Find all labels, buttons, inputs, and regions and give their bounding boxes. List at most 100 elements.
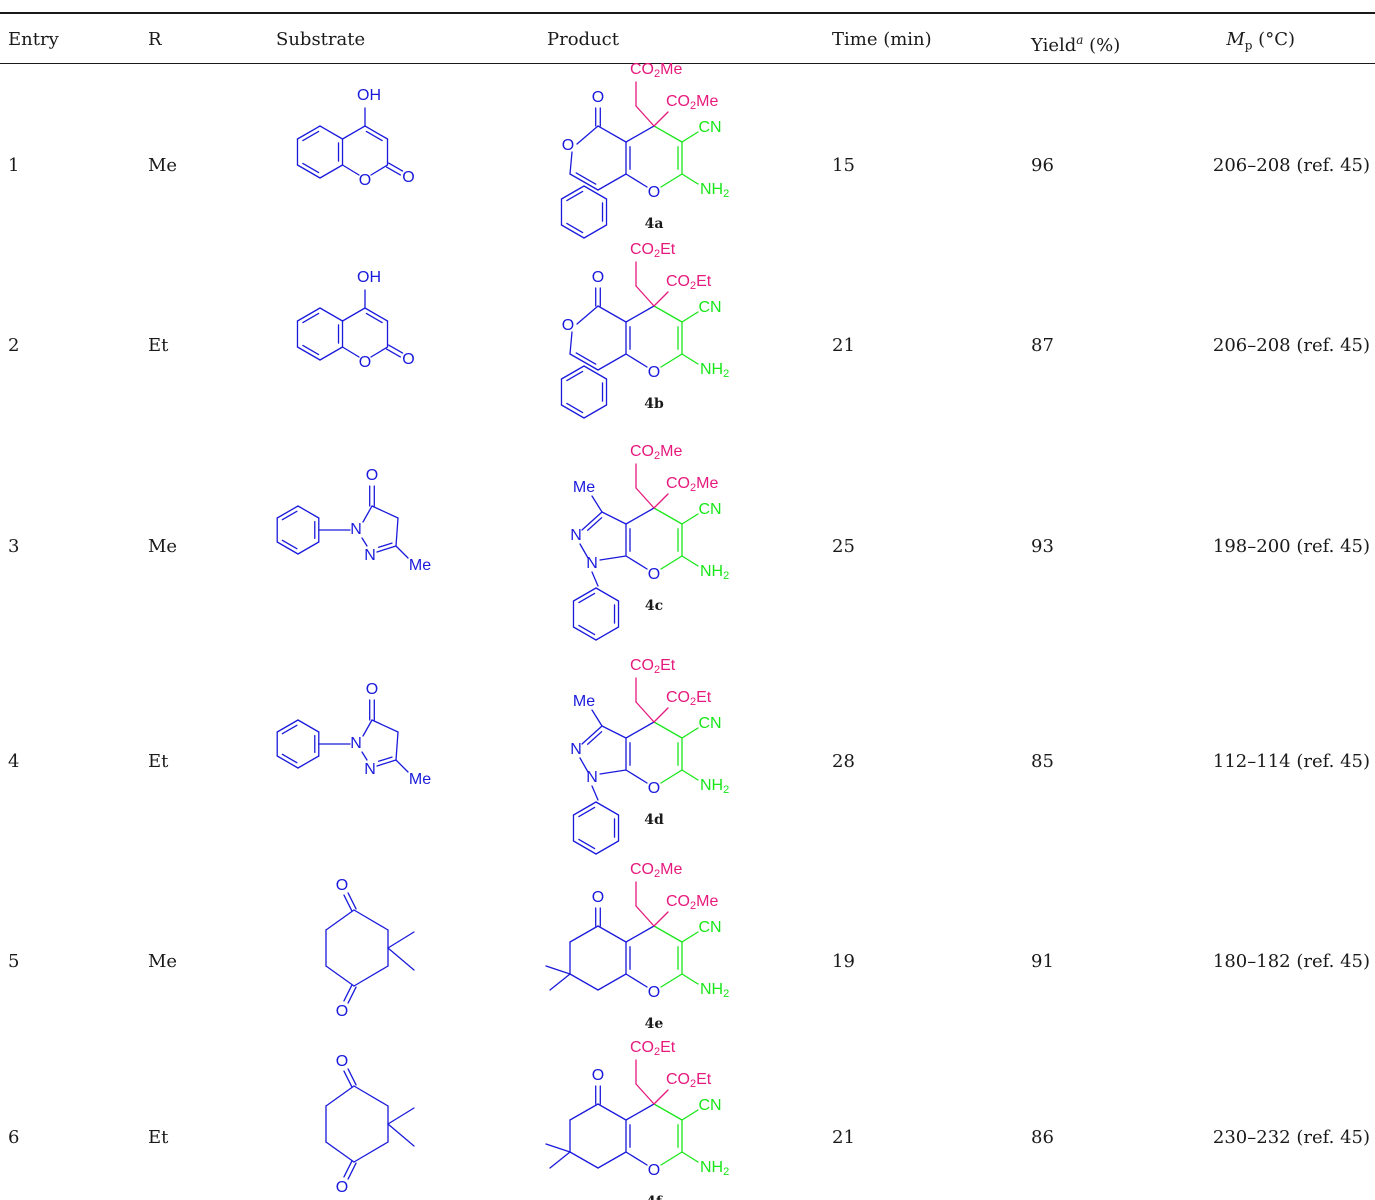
cell-time: 21	[832, 335, 855, 356]
cell-r: Et	[148, 335, 169, 356]
ester-label-1-main: CO	[630, 657, 654, 674]
ester-label-2: CO2Et	[666, 689, 712, 708]
product-label: 4f	[646, 1194, 663, 1200]
cell-entry: 5	[8, 951, 20, 972]
cell-time: 21	[832, 1127, 855, 1148]
atom-label: O	[402, 169, 414, 186]
atom-label: N	[364, 547, 376, 564]
header-time: Time (min)	[832, 29, 932, 50]
ester-label-2-tail: Me	[696, 893, 718, 910]
header-product: Product	[547, 29, 619, 50]
atom-label: OH	[357, 269, 381, 286]
ester-label-1: CO2Et	[630, 657, 676, 676]
atom-label: O	[648, 566, 660, 583]
ester-label-2-sub: 2	[690, 100, 696, 112]
atom-label: N	[570, 741, 582, 758]
cell-melting-point: 180–182 (ref. 45)	[1212, 951, 1370, 972]
ester-label-1-tail: Me	[660, 443, 682, 460]
cell-time: 25	[832, 536, 855, 557]
atom-label: O	[336, 1179, 348, 1196]
atom-label: CN	[698, 119, 721, 136]
ester-label-1-tail: Et	[660, 1039, 676, 1056]
ester-label-1-sub: 2	[654, 1046, 660, 1058]
ester-label-2-tail: Et	[696, 1071, 712, 1088]
atom-label: N	[350, 735, 362, 752]
header-melting-point: Mp (°C)	[1226, 28, 1295, 58]
ester-label-2-main: CO	[666, 893, 690, 910]
ester-label-1-main: CO	[630, 61, 654, 78]
ester-label-2-main: CO	[666, 273, 690, 290]
cell-yield: 91	[1031, 951, 1054, 972]
ester-label-1-tail: Et	[660, 657, 676, 674]
amino-label: NH2	[700, 981, 729, 1000]
atom-label: O	[366, 467, 378, 484]
ester-label-1: CO2Me	[630, 61, 682, 80]
header-entry: Entry	[8, 29, 59, 50]
ester-label-2-tail: Et	[696, 273, 712, 290]
ester-label-2-main: CO	[666, 475, 690, 492]
ester-label-2-sub: 2	[690, 280, 696, 292]
atom-label: O	[592, 1067, 604, 1084]
amino-label: NH2	[700, 1159, 729, 1178]
atom-label: CN	[698, 299, 721, 316]
ester-label-1-sub: 2	[654, 68, 660, 80]
substrate-dimedone: OO	[325, 1053, 415, 1196]
header-substrate: Substrate	[276, 29, 366, 50]
cell-time: 15	[832, 155, 855, 176]
cell-yield: 96	[1031, 155, 1054, 176]
atom-label: N	[364, 761, 376, 778]
cell-yield: 87	[1031, 335, 1054, 356]
cell-r: Me	[148, 536, 178, 557]
header-yield-unit: (%)	[1083, 35, 1121, 56]
header-mp-subscript: p	[1244, 38, 1253, 53]
header-yield: Yielda (%)	[1031, 28, 1120, 58]
cell-r: Me	[148, 951, 178, 972]
cell-entry: 6	[8, 1127, 20, 1148]
atom-label: N	[586, 555, 598, 572]
atom-label: O	[648, 1162, 660, 1179]
product-label: 4e	[645, 1016, 664, 1032]
ester-label-2: CO2Me	[666, 93, 718, 112]
amino-label-main: NH	[700, 563, 723, 580]
amino-label-main: NH	[700, 1159, 723, 1176]
atom-label: O	[359, 354, 371, 371]
ester-label-1-main: CO	[630, 861, 654, 878]
cell-melting-point: 206–208 (ref. 45)	[1212, 335, 1370, 356]
atom-label: N	[350, 521, 362, 538]
atom-label: Me	[573, 479, 595, 496]
cell-yield: 86	[1031, 1127, 1054, 1148]
atom-label: N	[570, 527, 582, 544]
cell-entry: 4	[8, 751, 20, 772]
atom-label: CN	[698, 919, 721, 936]
atom-label: O	[592, 269, 604, 286]
ester-label-2: CO2Et	[666, 1071, 712, 1090]
cell-entry: 3	[8, 536, 20, 557]
cell-r: Me	[148, 155, 178, 176]
atom-label: O	[336, 1053, 348, 1070]
atom-label: CN	[698, 1097, 721, 1114]
product-4f: OCNNH2CO2EtCO2Et4fO	[545, 1039, 729, 1200]
atom-label: O	[592, 889, 604, 906]
atom-label: N	[586, 769, 598, 786]
atom-label: O	[359, 172, 371, 189]
ester-label-2-main: CO	[666, 1071, 690, 1088]
amino-label-sub: 2	[723, 570, 729, 582]
ester-label-1: CO2Me	[630, 861, 682, 880]
ester-label-2-sub: 2	[690, 482, 696, 494]
ester-label-2-tail: Me	[696, 475, 718, 492]
cell-yield: 93	[1031, 536, 1054, 557]
header-yield-footnote: a	[1076, 33, 1084, 47]
cell-r: Et	[148, 1127, 169, 1148]
ester-label-1-sub: 2	[654, 248, 660, 260]
ester-label-1-sub: 2	[654, 450, 660, 462]
cell-melting-point: 112–114 (ref. 45)	[1212, 751, 1370, 772]
amino-label: NH2	[700, 181, 729, 200]
ester-label-2-main: CO	[666, 689, 690, 706]
ester-label-1: CO2Et	[630, 1039, 676, 1058]
cell-entry: 1	[8, 155, 20, 176]
